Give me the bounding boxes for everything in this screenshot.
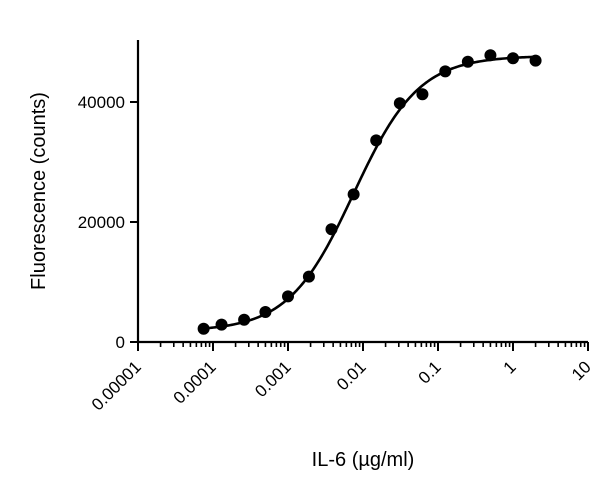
data-point bbox=[393, 97, 406, 110]
data-point bbox=[282, 290, 294, 303]
x-tick-label: 0.01 bbox=[333, 357, 370, 394]
data-point bbox=[302, 270, 315, 283]
data-point bbox=[259, 306, 272, 318]
data-point bbox=[484, 49, 497, 62]
data-point bbox=[197, 322, 210, 335]
y-axis: 0 20000 40000 bbox=[78, 40, 140, 352]
data-point bbox=[507, 52, 519, 65]
x-tick-label: 0.001 bbox=[251, 357, 295, 401]
x-tick-label: 0.0001 bbox=[170, 357, 220, 407]
data-point bbox=[439, 65, 452, 78]
y-tick-label: 20000 bbox=[78, 213, 125, 232]
x-ticks: 0.00001 0.0001 0.001 0.01 0.1 1 10 bbox=[88, 342, 595, 414]
data-point bbox=[325, 223, 338, 236]
y-ticks: 0 20000 40000 bbox=[78, 93, 138, 352]
data-point bbox=[215, 318, 228, 331]
x-axis: 0.00001 0.0001 0.001 0.01 0.1 1 10 bbox=[88, 340, 595, 414]
x-tick-label: 0.00001 bbox=[88, 357, 145, 414]
x-axis-title: IL-6 (µg/ml) bbox=[312, 449, 415, 471]
data-point bbox=[461, 55, 474, 68]
data-point bbox=[347, 188, 360, 201]
data-point bbox=[370, 134, 383, 147]
y-axis-title: Fluorescence (counts) bbox=[28, 92, 50, 290]
data-point bbox=[238, 313, 251, 326]
y-tick-label: 40000 bbox=[78, 93, 125, 112]
fit-curve bbox=[203, 55, 536, 330]
data-point bbox=[416, 88, 429, 101]
y-tick-label: 0 bbox=[116, 333, 125, 352]
data-points bbox=[197, 49, 542, 335]
data-point bbox=[529, 54, 542, 67]
x-tick-label: 1 bbox=[500, 357, 520, 377]
x-tick-label: 10 bbox=[568, 357, 595, 384]
x-tick-label: 0.1 bbox=[415, 357, 445, 387]
